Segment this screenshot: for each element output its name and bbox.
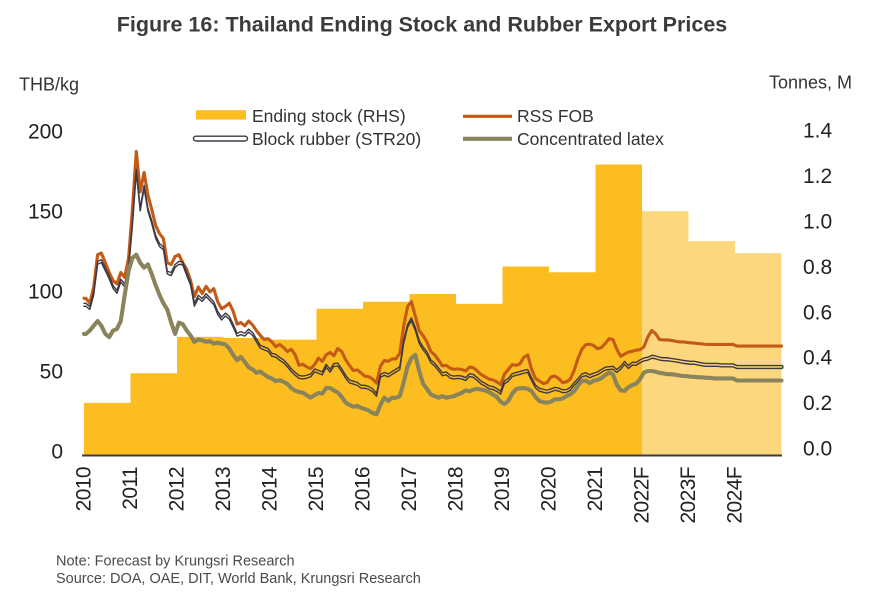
svg-text:0.0: 0.0 (803, 438, 832, 461)
svg-text:150: 150 (28, 201, 63, 224)
svg-text:0.8: 0.8 (803, 256, 832, 279)
svg-text:200: 200 (28, 121, 63, 144)
svg-text:Concentrated latex: Concentrated latex (517, 129, 664, 149)
svg-text:2014: 2014 (259, 466, 282, 511)
svg-text:0.2: 0.2 (803, 392, 832, 415)
svg-text:2010: 2010 (73, 467, 96, 511)
svg-text:1.4: 1.4 (803, 120, 833, 143)
svg-text:Block rubber (STR20): Block rubber (STR20) (252, 129, 421, 149)
svg-text:RSS FOB: RSS FOB (517, 106, 594, 126)
svg-text:2020: 2020 (538, 467, 561, 511)
svg-text:Ending stock (RHS): Ending stock (RHS) (252, 106, 406, 126)
svg-text:0: 0 (51, 441, 63, 464)
svg-text:100: 100 (28, 281, 63, 304)
svg-text:2018: 2018 (445, 467, 468, 511)
svg-text:2022F: 2022F (631, 467, 654, 524)
svg-text:Figure 16: Thailand Ending Sto: Figure 16: Thailand Ending Stock and Rub… (117, 13, 728, 37)
svg-text:1.0: 1.0 (803, 211, 832, 234)
svg-text:2023F: 2023F (677, 467, 700, 524)
svg-text:2013: 2013 (212, 467, 235, 511)
svg-text:2012: 2012 (166, 467, 189, 511)
svg-text:50: 50 (40, 361, 63, 384)
svg-text:THB/kg: THB/kg (19, 75, 79, 95)
svg-text:0.4: 0.4 (803, 347, 833, 370)
svg-text:0.6: 0.6 (803, 301, 832, 324)
svg-text:2017: 2017 (398, 467, 421, 511)
svg-text:Note: Forecast by Krungsri Res: Note: Forecast by Krungsri Research (56, 554, 295, 570)
svg-text:1.2: 1.2 (803, 165, 832, 188)
svg-text:2015: 2015 (305, 467, 328, 511)
svg-text:Source: DOA, OAE, DIT, World B: Source: DOA, OAE, DIT, World Bank, Krung… (56, 571, 421, 587)
svg-text:2016: 2016 (352, 467, 375, 511)
svg-text:2021: 2021 (584, 467, 607, 511)
svg-text:2019: 2019 (491, 467, 514, 511)
svg-text:2011: 2011 (119, 467, 142, 510)
svg-text:2024F: 2024F (724, 467, 747, 524)
svg-text:Tonnes, M: Tonnes, M (769, 73, 852, 93)
